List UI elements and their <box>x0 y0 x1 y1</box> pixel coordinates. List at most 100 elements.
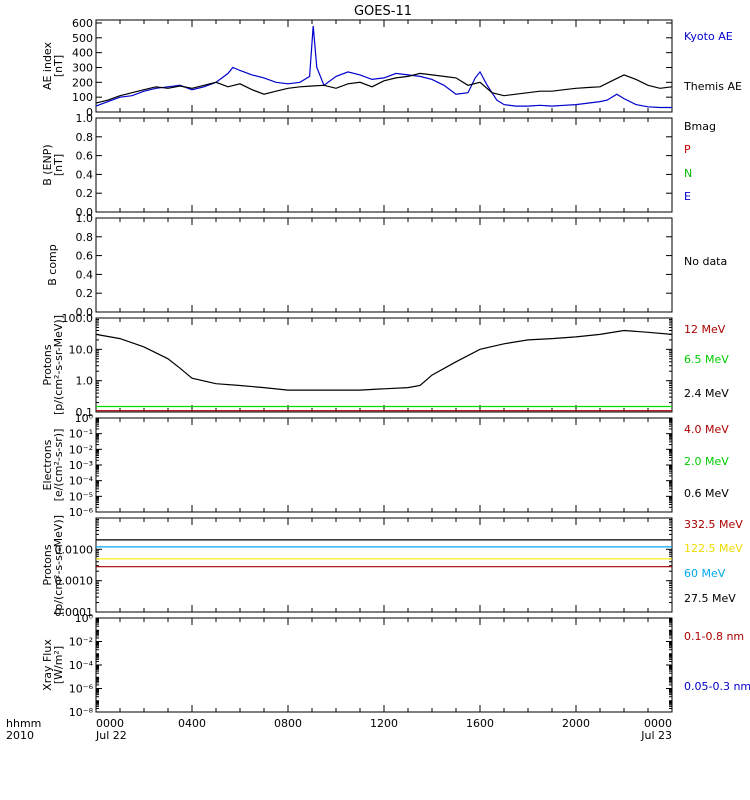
y-tick-label: 10⁻⁴ <box>69 659 94 672</box>
panel-protons_low: 0.1 1.0 10.0 100.0 Protons[p/(cm²-s-sr-MeV)]… <box>41 312 729 419</box>
legend-entry: P <box>684 143 691 156</box>
y-tick-label: 0 <box>86 106 93 119</box>
legend-entry: 0.1-0.8 nm <box>684 630 744 643</box>
series-line-kyoto-ae <box>95 25 672 109</box>
y-tick-label: 0.2 <box>76 187 94 200</box>
y-axis-label: B comp <box>46 244 59 286</box>
legend-entry: N <box>684 167 692 180</box>
y-tick-label: 0.0 <box>76 306 94 319</box>
legend-entry: 27.5 MeV <box>684 592 736 605</box>
y-tick-label: 0.0100 <box>55 543 94 556</box>
y-axis-label: AE index <box>41 41 54 90</box>
y-axis-label: [nT] <box>52 55 65 77</box>
y-tick-label: 10.0 <box>69 343 94 356</box>
y-tick-label: 10⁻⁴ <box>69 475 94 488</box>
legend-entry: 60 MeV <box>684 567 726 580</box>
time-tick-label: 0000 <box>96 717 124 730</box>
y-tick-label: 0.0001 <box>55 606 94 619</box>
y-axis-label: Protons <box>41 344 54 385</box>
y-tick-label: 200 <box>72 76 93 89</box>
panel-frame <box>95 317 673 413</box>
panel-xray: 10⁻⁸ 10⁻⁶ 10⁻⁴ 10⁻² 10⁰ Xray Flux[W/m²] 0.1-0.… <box>41 612 750 719</box>
y-tick-label: 10⁻⁶ <box>69 506 94 519</box>
legend-entry: 0.6 MeV <box>684 487 729 500</box>
legend-entry: No data <box>684 255 727 268</box>
panel-electrons: 10⁻⁶ 10⁻⁵ 10⁻⁴ 10⁻³ 10⁻² 10⁻¹ 10⁰ Electrons[e/(… <box>41 412 729 519</box>
panel-protons_high: 0.0001 0.0010 0.0100Protons[p/(cm²-s-sr-Me… <box>41 515 743 619</box>
y-tick-label: 1.0 <box>76 375 94 388</box>
y-tick-label: 0.8 <box>76 131 94 144</box>
y-tick-label: 0.6 <box>76 150 94 163</box>
legend-entry: 122.5 MeV <box>684 542 743 555</box>
legend-entry: 2.4 MeV <box>684 387 729 400</box>
y-tick-label: 0.6 <box>76 250 94 263</box>
y-tick-label: 10⁻⁵ <box>69 490 93 503</box>
y-tick-label: 500 <box>72 32 93 45</box>
time-tick-label: 0000 <box>644 717 672 730</box>
panel-frame <box>95 517 673 613</box>
panel-frame <box>95 417 673 513</box>
y-tick-label: 0.0010 <box>55 575 94 588</box>
y-tick-label: 0.1 <box>76 406 94 419</box>
legend-entry: Kyoto AE <box>684 30 733 43</box>
y-axis-label: Xray Flux <box>41 639 54 691</box>
panel-frame <box>95 117 673 213</box>
panel-frame <box>95 617 673 713</box>
legend-entry: Bmag <box>684 120 716 133</box>
legend-entry: 332.5 MeV <box>684 518 743 531</box>
legend-entry: 0.05-0.3 nm <box>684 680 750 693</box>
y-tick-label: 10⁻² <box>69 443 93 456</box>
y-axis-label: Electrons <box>41 439 54 490</box>
time-tick-label: 1600 <box>466 717 494 730</box>
y-tick-label: 0.8 <box>76 231 94 244</box>
y-axis-label: [e/(cm²-s-sr)] <box>52 429 65 502</box>
y-axis-label: Protons <box>41 544 54 585</box>
y-tick-label: 10⁰ <box>75 412 94 425</box>
legend-entry: Themis AE <box>683 80 742 93</box>
y-tick-label: 10⁰ <box>75 612 94 625</box>
y-tick-label: 100 <box>72 91 93 104</box>
panel-frame <box>95 19 673 113</box>
y-tick-label: 0.2 <box>76 287 94 300</box>
y-tick-label: 0.4 <box>76 268 94 281</box>
legend-entry: 2.0 MeV <box>684 455 729 468</box>
legend-entry: 4.0 MeV <box>684 423 729 436</box>
time-tick-label: 0800 <box>274 717 302 730</box>
panel-frame <box>95 217 673 313</box>
panel-bcomp: 0.0 0.2 0.4 0.6 0.8 1.0 B comp No data <box>46 212 727 319</box>
time-corner-label: 2010 <box>6 729 34 742</box>
y-axis-label: B (ENP) <box>41 144 54 185</box>
y-tick-label: 10⁻⁶ <box>69 683 94 696</box>
y-tick-label: 0.0 <box>76 206 94 219</box>
series-line-2-4-mev <box>95 329 673 391</box>
figure-title: GOES-11 <box>354 4 412 19</box>
y-tick-label: 10⁻⁸ <box>69 706 94 719</box>
y-tick-label: 300 <box>72 61 93 74</box>
y-tick-label: 100.0 <box>62 312 94 325</box>
legend-entry: 12 MeV <box>684 323 726 336</box>
date-label: Jul 23 <box>640 729 672 742</box>
date-label: Jul 22 <box>95 729 127 742</box>
legend-entry: 6.5 MeV <box>684 353 729 366</box>
y-tick-label: 10⁻² <box>69 636 93 649</box>
time-corner-label: hhmm <box>6 717 41 730</box>
time-tick-label: 0400 <box>178 717 206 730</box>
time-tick-label: 2000 <box>562 717 590 730</box>
y-tick-label: 600 <box>72 17 93 30</box>
y-tick-label: 1.0 <box>76 112 94 125</box>
y-tick-label: 400 <box>72 47 93 60</box>
y-tick-label: 10⁻¹ <box>69 428 93 441</box>
legend-entry: E <box>684 190 691 203</box>
y-axis-label: [W/m²] <box>52 646 65 684</box>
y-axis-label: [nT] <box>52 154 65 176</box>
y-axis-label: [p/(cm²-s-sr-MeV)] <box>52 315 65 415</box>
time-tick-label: 1200 <box>370 717 398 730</box>
series-line-themis-ae <box>95 72 673 104</box>
panel-bmag: 0.0 0.2 0.4 0.6 0.8 1.0 B (ENP)[nT] Bmag PNE <box>41 112 716 219</box>
y-axis-label: [p/(cm²-s-sr-MeV)] <box>52 515 65 615</box>
y-tick-label: 0.4 <box>76 168 94 181</box>
